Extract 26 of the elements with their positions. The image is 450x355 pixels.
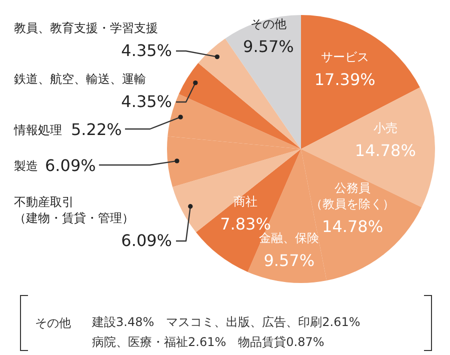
data-label: 5.22% xyxy=(71,120,122,139)
data-label: 9.57% xyxy=(243,37,294,56)
slice-label: 製造 xyxy=(14,159,38,173)
slice-label: 不動産取引（建物・賃貸・管理） xyxy=(14,195,134,225)
text: その他 xyxy=(35,316,71,330)
data-label: 4.35% xyxy=(121,41,172,60)
data-label: 6.09% xyxy=(45,156,96,175)
data-label: 17.39% xyxy=(314,70,376,89)
slice-label: 商社 xyxy=(234,194,258,208)
slice-label: サービス xyxy=(320,50,369,64)
data-label: 6.09% xyxy=(121,231,172,250)
text: 病院、医療・福祉2.61% 物品賃貸0.87% xyxy=(92,335,324,349)
slice-label: 小売 xyxy=(373,120,398,135)
slice-label: 教員、教育支援・学習支援 xyxy=(14,21,158,35)
data-label: 9.57% xyxy=(264,251,315,270)
slice-label: 鉄道、航空、輸送、運輸 xyxy=(14,72,146,86)
data-label: 14.78% xyxy=(322,216,384,236)
slice-label: その他 xyxy=(250,17,286,32)
text: 建設3.48% マスコミ、出版、広告、印刷2.61% xyxy=(91,315,360,329)
data-label: 14.78% xyxy=(354,140,416,160)
pie-slice xyxy=(225,15,301,149)
slice-label: 金融、保険 xyxy=(259,231,320,246)
slice-label: 情報処理 xyxy=(13,123,62,137)
data-label: 7.83% xyxy=(220,214,271,234)
data-label: 4.35% xyxy=(121,92,172,111)
slice-label: 公務員（教員を除く） xyxy=(310,180,395,211)
